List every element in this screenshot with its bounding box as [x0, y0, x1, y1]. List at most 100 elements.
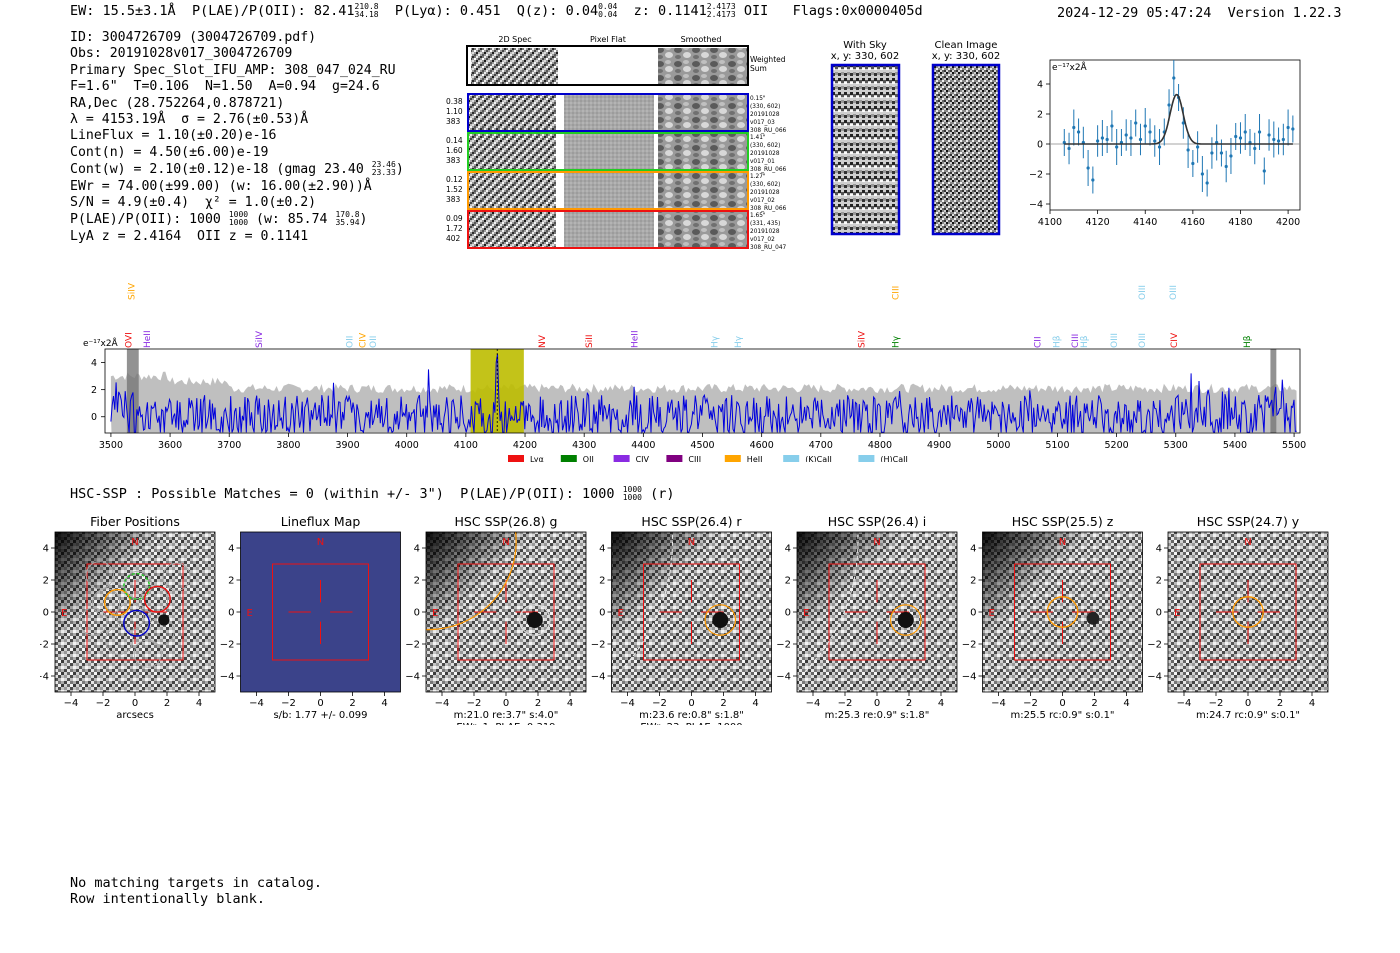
lineflux-map-image: [240, 532, 401, 692]
spectrum-xtick-label: 4100: [454, 440, 478, 451]
weighted-label-2: Sum: [750, 64, 767, 73]
source-blob: [897, 612, 914, 628]
cutout-row-meta: 1.27": [750, 174, 766, 180]
compass-east: E: [247, 608, 253, 619]
hsc-plae-lo: 1000: [622, 493, 642, 502]
fit-data-point: [1138, 137, 1143, 142]
fit-data-point: [1153, 139, 1157, 143]
panel-xtick-label: 2: [535, 698, 541, 709]
spectrum-line-label: HeII: [630, 330, 640, 348]
spectrum-legend-swatch: [783, 455, 800, 462]
fit-ytick-label: −2: [1030, 170, 1043, 181]
fit-data-point: [1219, 151, 1224, 155]
spectrum-xtick-label: 4200: [513, 440, 537, 451]
info-plae: P(LAE)/P(OII): 1000 1000 1000 (w: 85.74 1…: [70, 210, 368, 228]
fit-data-point: [1281, 137, 1285, 142]
compass-east: E: [432, 608, 438, 619]
panel-ytick-label: −4: [405, 672, 420, 683]
panel-caption: m:24.7 rc:0.9" s:0.1": [1196, 710, 1300, 721]
info-primary: Primary Spec_Slot_IFU_AMP: 308_047_024_R…: [70, 62, 396, 78]
spectrum-ylabel: e⁻¹⁷x2Å: [83, 337, 119, 349]
info-ewr: EWr = 74.00(±99.00) (w: 16.00(±2.90))Å: [70, 178, 372, 194]
panel-title: Fiber Positions: [90, 514, 180, 529]
spectrum-xtick-label: 4700: [809, 440, 833, 451]
panel-ytick-label: 4: [970, 544, 976, 555]
line-fit-chart: e⁻¹⁷x2Å 4100 4120 4140 4160 4180 4200 4 2 0 −2 −4: [1030, 59, 1301, 228]
panel-ytick-label: 2: [599, 576, 605, 587]
spectrum-xtick-label: 3800: [276, 440, 300, 451]
panel-ytick-label: 4: [785, 544, 791, 555]
plae-range: 210.8 34.18: [355, 3, 379, 19]
panel-xtick-label: −4: [806, 698, 821, 709]
panel-caption: m:23.6 re:0.8" s:1.8": [639, 710, 744, 721]
panel-ytick-label: 4: [43, 544, 49, 555]
aperture-circle: [1046, 596, 1079, 628]
fit-data-point: [1272, 137, 1276, 142]
info-lineflux: LineFlux = 1.10(±0.20)e-16: [70, 128, 277, 144]
panel-ytick-label: 4: [599, 544, 605, 555]
spectrum-line-label: OIII: [1138, 333, 1148, 348]
panel-title: HSC SSP(26.4) r: [641, 514, 742, 529]
panel-xtick-label: 4: [1123, 698, 1129, 709]
compass-north: N: [317, 537, 324, 548]
fit-data-point: [1267, 133, 1271, 137]
info-plae-hi: 1000: [228, 210, 249, 220]
info-plae-w-range: 170.8 35.94: [335, 211, 359, 227]
spectrum-line-label: NV: [538, 334, 548, 348]
panel-ytick-label: 4: [228, 544, 234, 555]
spectrum-line-label: Hγ: [734, 335, 744, 348]
fit-xtick-label: 4160: [1181, 217, 1205, 228]
panel-dark-corner: [55, 532, 215, 692]
z-range: 2.4173 2.4173: [707, 3, 736, 19]
weighted-sum-smoothed: [658, 48, 747, 84]
spectrum-xtick-label: 4500: [690, 440, 714, 451]
clean-image-coords: x, y: 330, 602: [932, 51, 1001, 62]
spectrum-xtick-label: 4300: [572, 440, 596, 451]
clean-image: [931, 63, 1001, 236]
spectrum-xtick-label: 5300: [1164, 440, 1188, 451]
panel-xtick-label: −2: [652, 698, 667, 709]
cutout-smoothed: [658, 94, 747, 131]
cutout-row-meta: (331, 435): [750, 221, 780, 227]
search-box: [457, 563, 555, 661]
panel-ytick-label: 2: [970, 576, 976, 587]
fit-data-point: [1243, 130, 1247, 134]
cutout-row-meta: 20191028: [750, 151, 780, 157]
cutout-row-stat: 1.60: [446, 146, 463, 155]
spectrum-ytick-label: 0: [91, 412, 97, 423]
panel-xtick-label: 4: [938, 698, 944, 709]
spectrum-line-label: Hβ: [1080, 335, 1090, 348]
panel-ytick-label: 0: [970, 608, 976, 619]
panel-caption: m:25.5 rc:0.9" s:0.1": [1010, 710, 1114, 721]
spectrum-xtick-label: 4600: [750, 440, 774, 451]
panel-title: HSC SSP(26.4) i: [828, 514, 926, 529]
spectrum-line-label: Hβ: [1052, 335, 1062, 348]
fit-ytick-label: 0: [1037, 140, 1043, 151]
panel-ytick-label: 0: [228, 608, 234, 619]
cutout-smoothed: [658, 172, 747, 209]
panel-caption-2: EWr: 1. PLAE: 0.319: [456, 722, 555, 725]
cutout-header-smoothed: Smoothed: [681, 35, 722, 44]
source-blob: [712, 612, 729, 628]
panel-ytick-label: −2: [1147, 640, 1162, 651]
panel-xtick-label: −4: [1177, 698, 1192, 709]
cutout-row-frame: [467, 93, 749, 132]
fit-data-point: [1257, 130, 1262, 134]
compass-north: N: [1244, 537, 1251, 548]
panel-caption: m:21.0 re:3.7" s:4.0": [454, 710, 559, 721]
info-obs: Obs: 20191028v017_3004726709: [70, 46, 293, 62]
panel-ytick-label: 0: [43, 608, 49, 619]
aperture-circle: [704, 604, 737, 636]
fit-data-point: [1291, 127, 1295, 131]
info-plae-w-hi: 170.8: [335, 210, 360, 220]
cutout-row-meta: 20191028: [750, 190, 780, 196]
fit-plot-frame: [1049, 59, 1301, 211]
qz-hi: 0.04: [598, 2, 618, 11]
catalog-line-2: Row intentionally blank.: [70, 890, 266, 907]
ew-value: EW: 15.5±3.1Å: [70, 3, 176, 19]
fit-data-point: [1148, 130, 1152, 134]
spectrum-line-label: OVI: [125, 332, 135, 348]
compass-east: E: [618, 608, 624, 619]
panel-xtick-label: −4: [435, 698, 450, 709]
